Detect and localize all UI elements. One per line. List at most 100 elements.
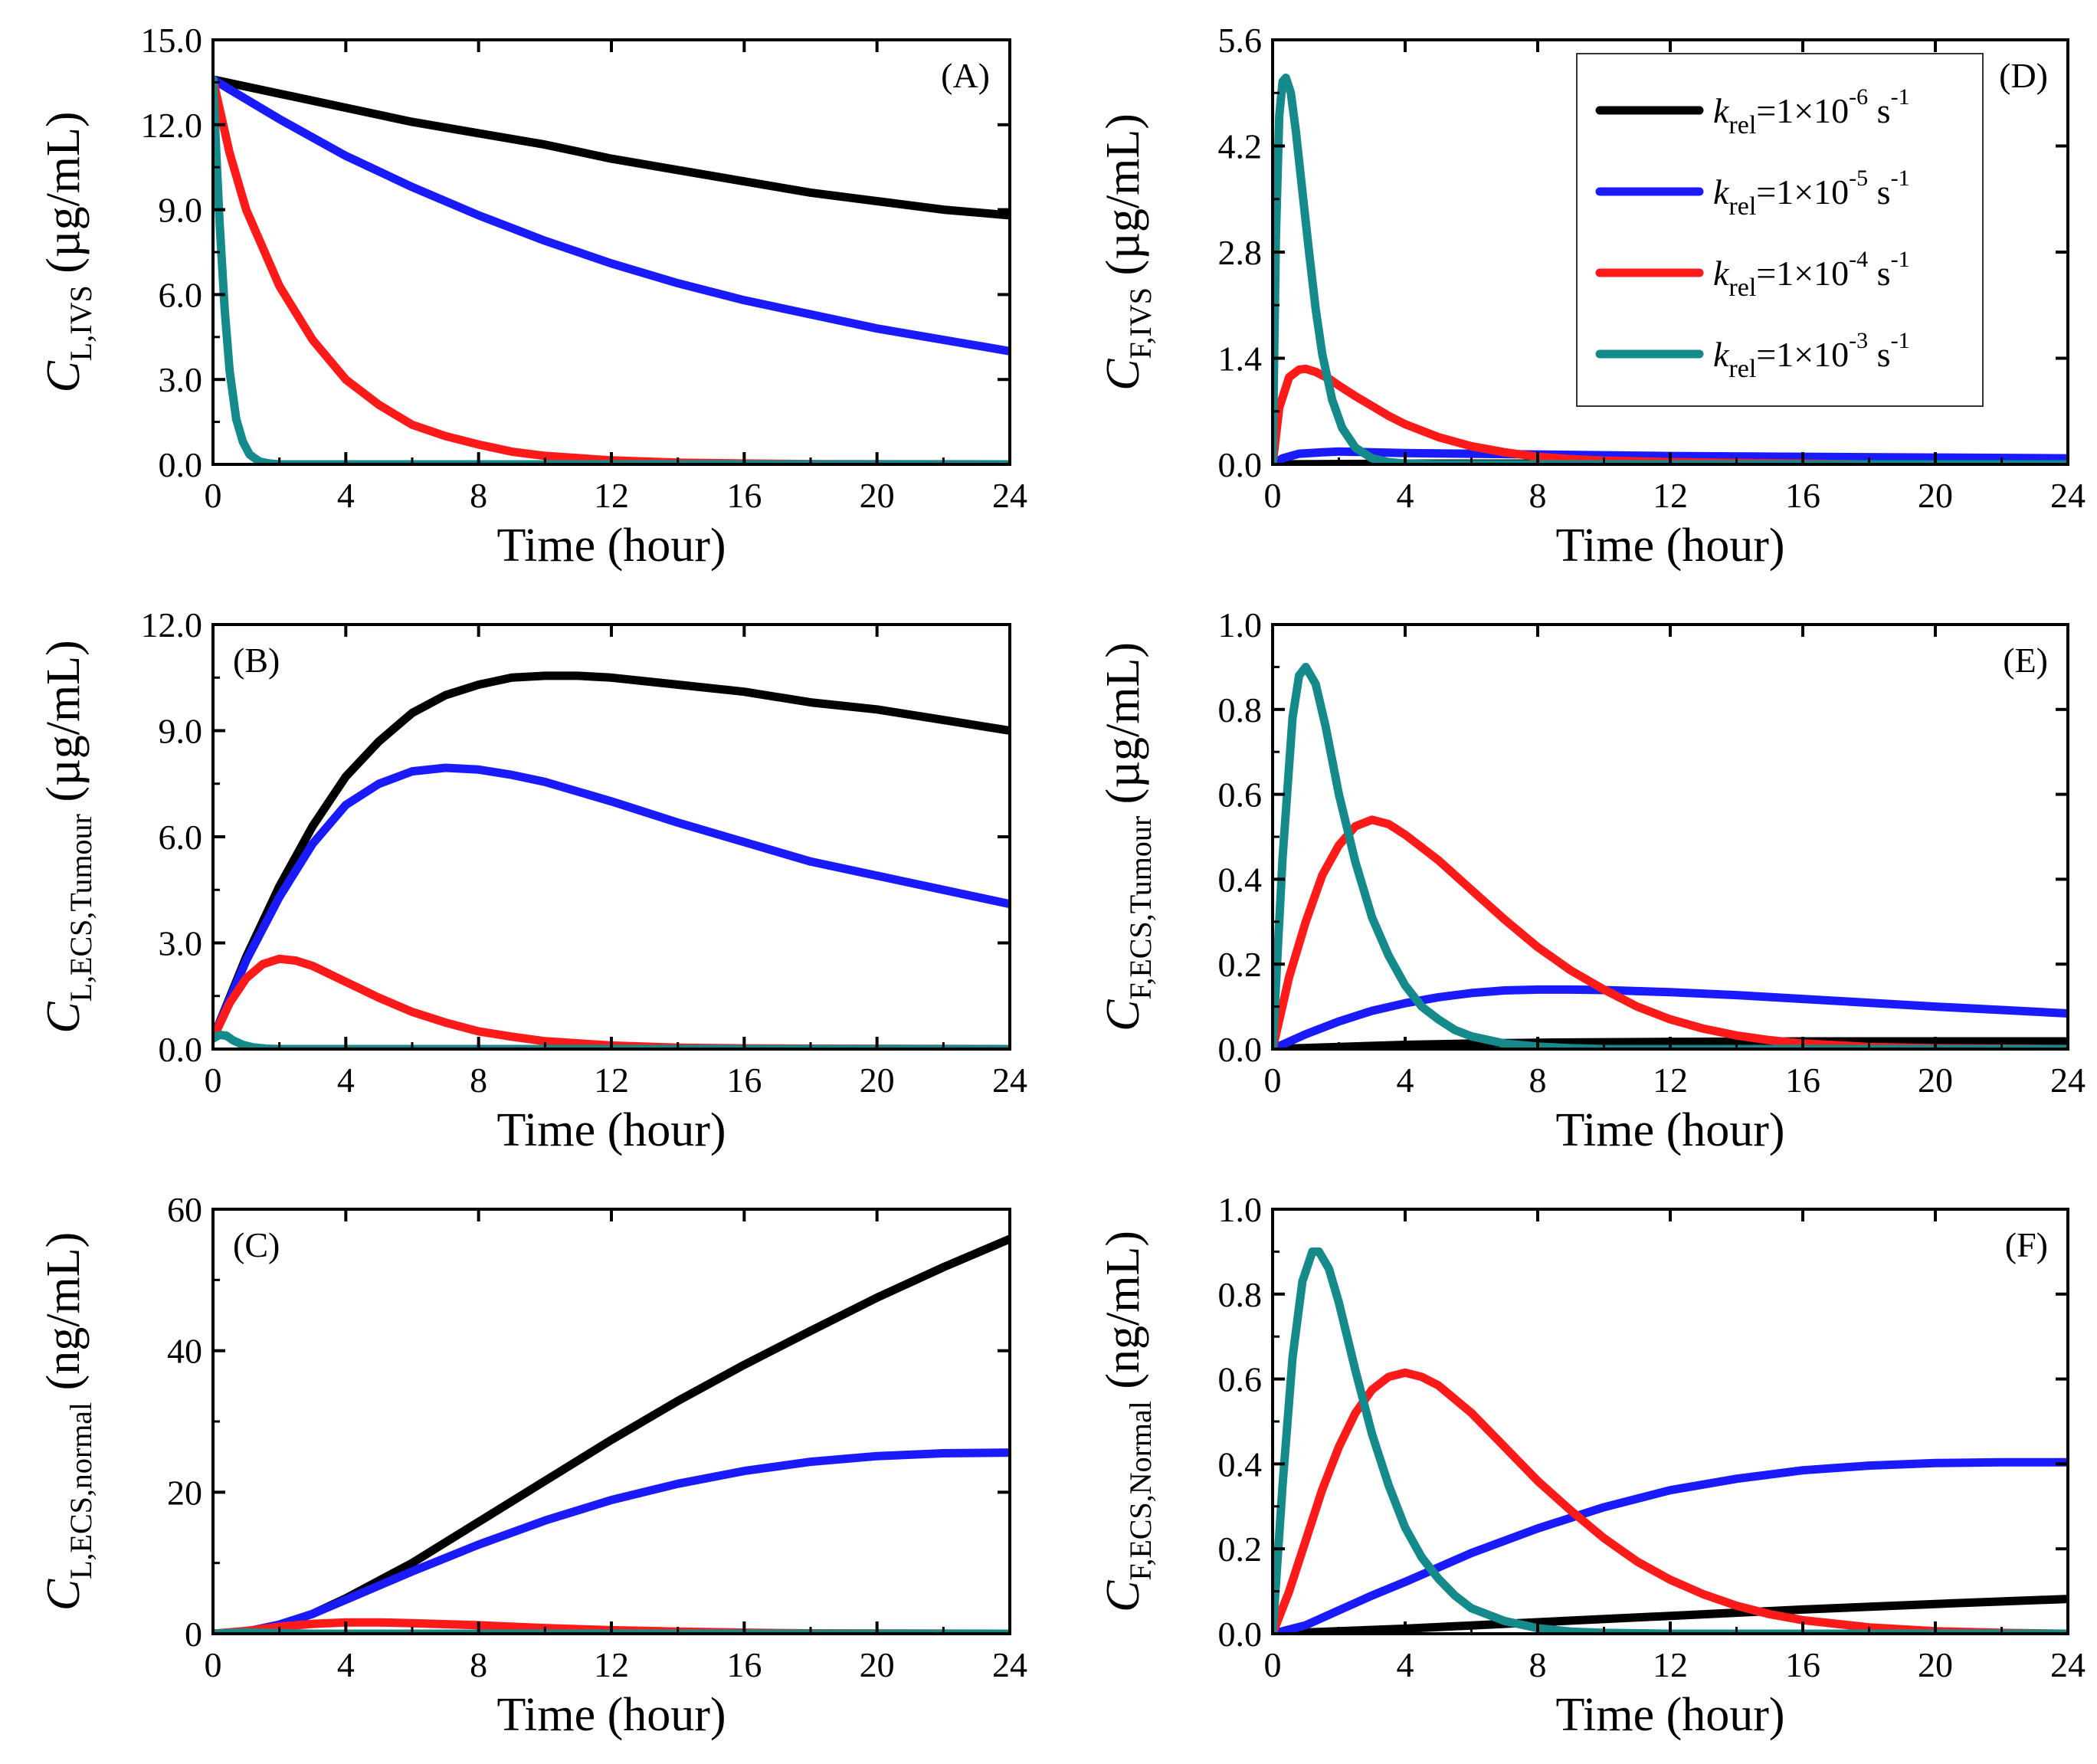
chart-panel-c: 0 4 8 12 16 20 24 0 20 40 60 Time (hour) CL,ECS,norm… [38,1190,1027,1741]
y-tick-label: 0.4 [1218,1444,1263,1484]
x-tick-label: 4 [1397,1645,1414,1684]
x-tick-label: 16 [1785,1061,1820,1100]
legend-label: krel=1×10-3 s-1 [1713,328,1910,383]
plot-frame [211,623,1011,1051]
legend: krel=1×10-6 s-1 krel=1×10-5 s-1 krel=1×10-… [1576,53,1984,407]
series-line-a-2 [213,75,1010,356]
panel-tag: (F) [2005,1225,2048,1264]
y-axis-symbol: C [1097,1580,1149,1612]
series-line-e-4 [1273,662,2068,1049]
x-tick-label: 0 [1264,1061,1282,1100]
y-tick-label: 4.2 [1218,127,1263,166]
x-tick-label: 16 [726,1645,762,1684]
x-tick-label: 16 [726,476,762,515]
x-tick-label: 4 [337,1061,355,1100]
x-tick-label: 20 [860,476,895,515]
x-tick-label: 12 [1653,1061,1688,1100]
x-tick-label: 24 [2050,1061,2086,1100]
y-axis-symbol: C [1097,359,1149,391]
y-axis-title: CF,ECS,Tumour (µg/mL) [1097,642,1158,1031]
x-tick-label: 12 [594,476,629,515]
y-axis-subscript: F,IVS [1123,287,1158,359]
series-line-a-3 [213,75,1010,464]
chart-panel-f: 0 4 8 12 16 20 24 0.0 0.2 0.4 0.6 0.8 1.0 Time (hour)… [1097,1190,2086,1741]
y-tick-label: 6.0 [159,275,203,314]
y-axis-symbol: C [1097,999,1149,1031]
x-axis-title: Time (hour) [1555,1104,1784,1156]
y-tick-label: 0.0 [1218,1030,1263,1069]
y-axis-title: CL,ECS,Tumour (µg/mL) [38,640,98,1033]
panel-tag: (B) [233,641,280,680]
y-axis-symbol: C [38,1579,90,1611]
x-axis-title: Time (hour) [496,1104,726,1156]
y-axis-title: CF,ECS,Normal (ng/mL) [1097,1231,1158,1612]
y-tick-label: 40 [167,1332,202,1371]
chart-panel-e: 0 4 8 12 16 20 24 0.0 0.2 0.4 0.6 0.8 1.0 Time (hour)… [1097,605,2086,1156]
y-tick-label: 0.2 [1218,1530,1263,1569]
y-tick-label: 1.0 [1218,1190,1263,1229]
y-tick-label: 12.0 [141,605,203,644]
x-tick-label: 24 [2050,1645,2086,1684]
series-line-c-2 [213,1448,1010,1634]
x-tick-label: 12 [1653,476,1688,515]
series-line-e-2 [1273,985,2068,1049]
x-tick-label: 24 [2050,476,2086,515]
plot-frame [211,1208,1011,1635]
x-tick-label: 16 [1785,476,1820,515]
x-tick-label: 0 [205,476,222,515]
legend-label: krel=1×10-6 s-1 [1713,84,1910,139]
x-tick-label: 0 [205,1061,222,1100]
y-tick-label: 0.6 [1218,1360,1263,1399]
y-tick-label: 0.0 [159,445,203,484]
y-axis-title: CF,IVS (µg/mL) [1097,113,1158,391]
series-line-b-2 [213,763,1010,1043]
x-tick-label: 4 [1397,476,1414,515]
x-axis-title: Time (hour) [1555,1689,1784,1741]
y-tick-label: 0.2 [1218,945,1263,984]
y-axis-unit: (µg/mL) [1097,113,1149,287]
y-axis-symbol: C [38,1002,90,1034]
x-tick-label: 8 [1529,476,1547,515]
series-line-c-1 [213,1234,1010,1634]
series-line-f-2 [1273,1457,2068,1634]
x-tick-label: 12 [594,1061,629,1100]
panel-tag: (D) [1999,56,2048,95]
x-tick-label: 12 [594,1645,629,1684]
y-tick-label: 5.6 [1218,21,1263,60]
x-tick-label: 20 [860,1645,895,1684]
y-tick-label: 3.0 [159,360,203,399]
x-tick-label: 24 [992,1061,1027,1100]
series-line-f-3 [1273,1368,2068,1634]
plot-frame [1271,623,2069,1051]
series-line-d-2 [1273,447,2068,464]
y-tick-label: 1.4 [1218,339,1263,379]
x-tick-label: 0 [205,1645,222,1684]
y-tick-label: 0.8 [1218,1275,1263,1314]
y-tick-label: 3.0 [159,924,203,963]
x-tick-label: 0 [1264,476,1282,515]
y-tick-label: 0 [185,1615,202,1654]
y-tick-label: 2.8 [1218,233,1263,272]
x-tick-label: 8 [470,476,487,515]
y-tick-label: 9.0 [159,191,203,230]
y-axis-unit: (µg/mL) [38,640,90,814]
y-tick-label: 1.0 [1218,605,1263,644]
x-tick-label: 20 [1918,476,1953,515]
y-axis-symbol: C [38,361,90,393]
y-axis-unit: (µg/mL) [1097,642,1149,816]
y-axis-unit: (µg/mL) [38,111,90,285]
y-tick-label: 15.0 [141,21,203,60]
y-tick-label: 9.0 [159,712,203,751]
y-axis-subscript: L,IVS [64,285,98,361]
x-tick-label: 4 [337,1645,355,1684]
x-tick-label: 20 [860,1061,895,1100]
x-tick-label: 24 [992,1645,1027,1684]
series-line-d-4 [1273,74,2068,464]
panel-tag: (E) [2003,641,2048,680]
series-line-a-1 [213,75,1010,220]
chart-panel-b: 0 4 8 12 16 20 24 0.0 3.0 6.0 9.0 12.0 Time (hour) CL… [38,605,1027,1156]
y-axis-unit: (ng/mL) [1097,1231,1149,1401]
x-tick-label: 20 [1918,1061,1953,1100]
y-axis-subscript: L,ECS,Tumour [64,814,98,1002]
